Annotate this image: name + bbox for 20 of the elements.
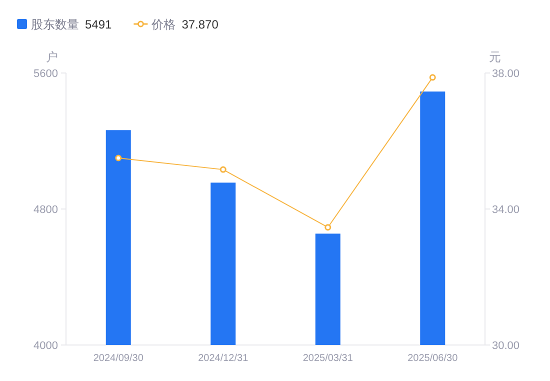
x-tick-label: 2024/12/31 [198,353,249,364]
x-tick-label: 2025/03/31 [302,353,354,364]
legend-label: 股东数量 [31,18,79,32]
legend-label: 价格 [150,18,176,32]
y-axis-title: 户 [46,50,58,64]
y-tick-label: 4000 [34,340,58,352]
point [115,154,122,162]
y2-tick-label: 34.00 [492,204,520,216]
text: 37.870 [182,18,218,32]
x-tick-label: 2024/09/30 [93,353,144,364]
point [429,74,436,81]
y2-tick-label: 30.00 [492,340,520,352]
y-tick-label: 5600 [34,68,58,80]
y2-tick-label: 38.00 [492,68,520,80]
point [324,224,332,231]
x-tick-label: 2025/06/30 [408,353,458,364]
y2-axis-title: 元 [489,50,501,64]
y-tick-label: 4800 [34,204,58,216]
text: 5491 [85,18,112,32]
point [220,166,226,173]
